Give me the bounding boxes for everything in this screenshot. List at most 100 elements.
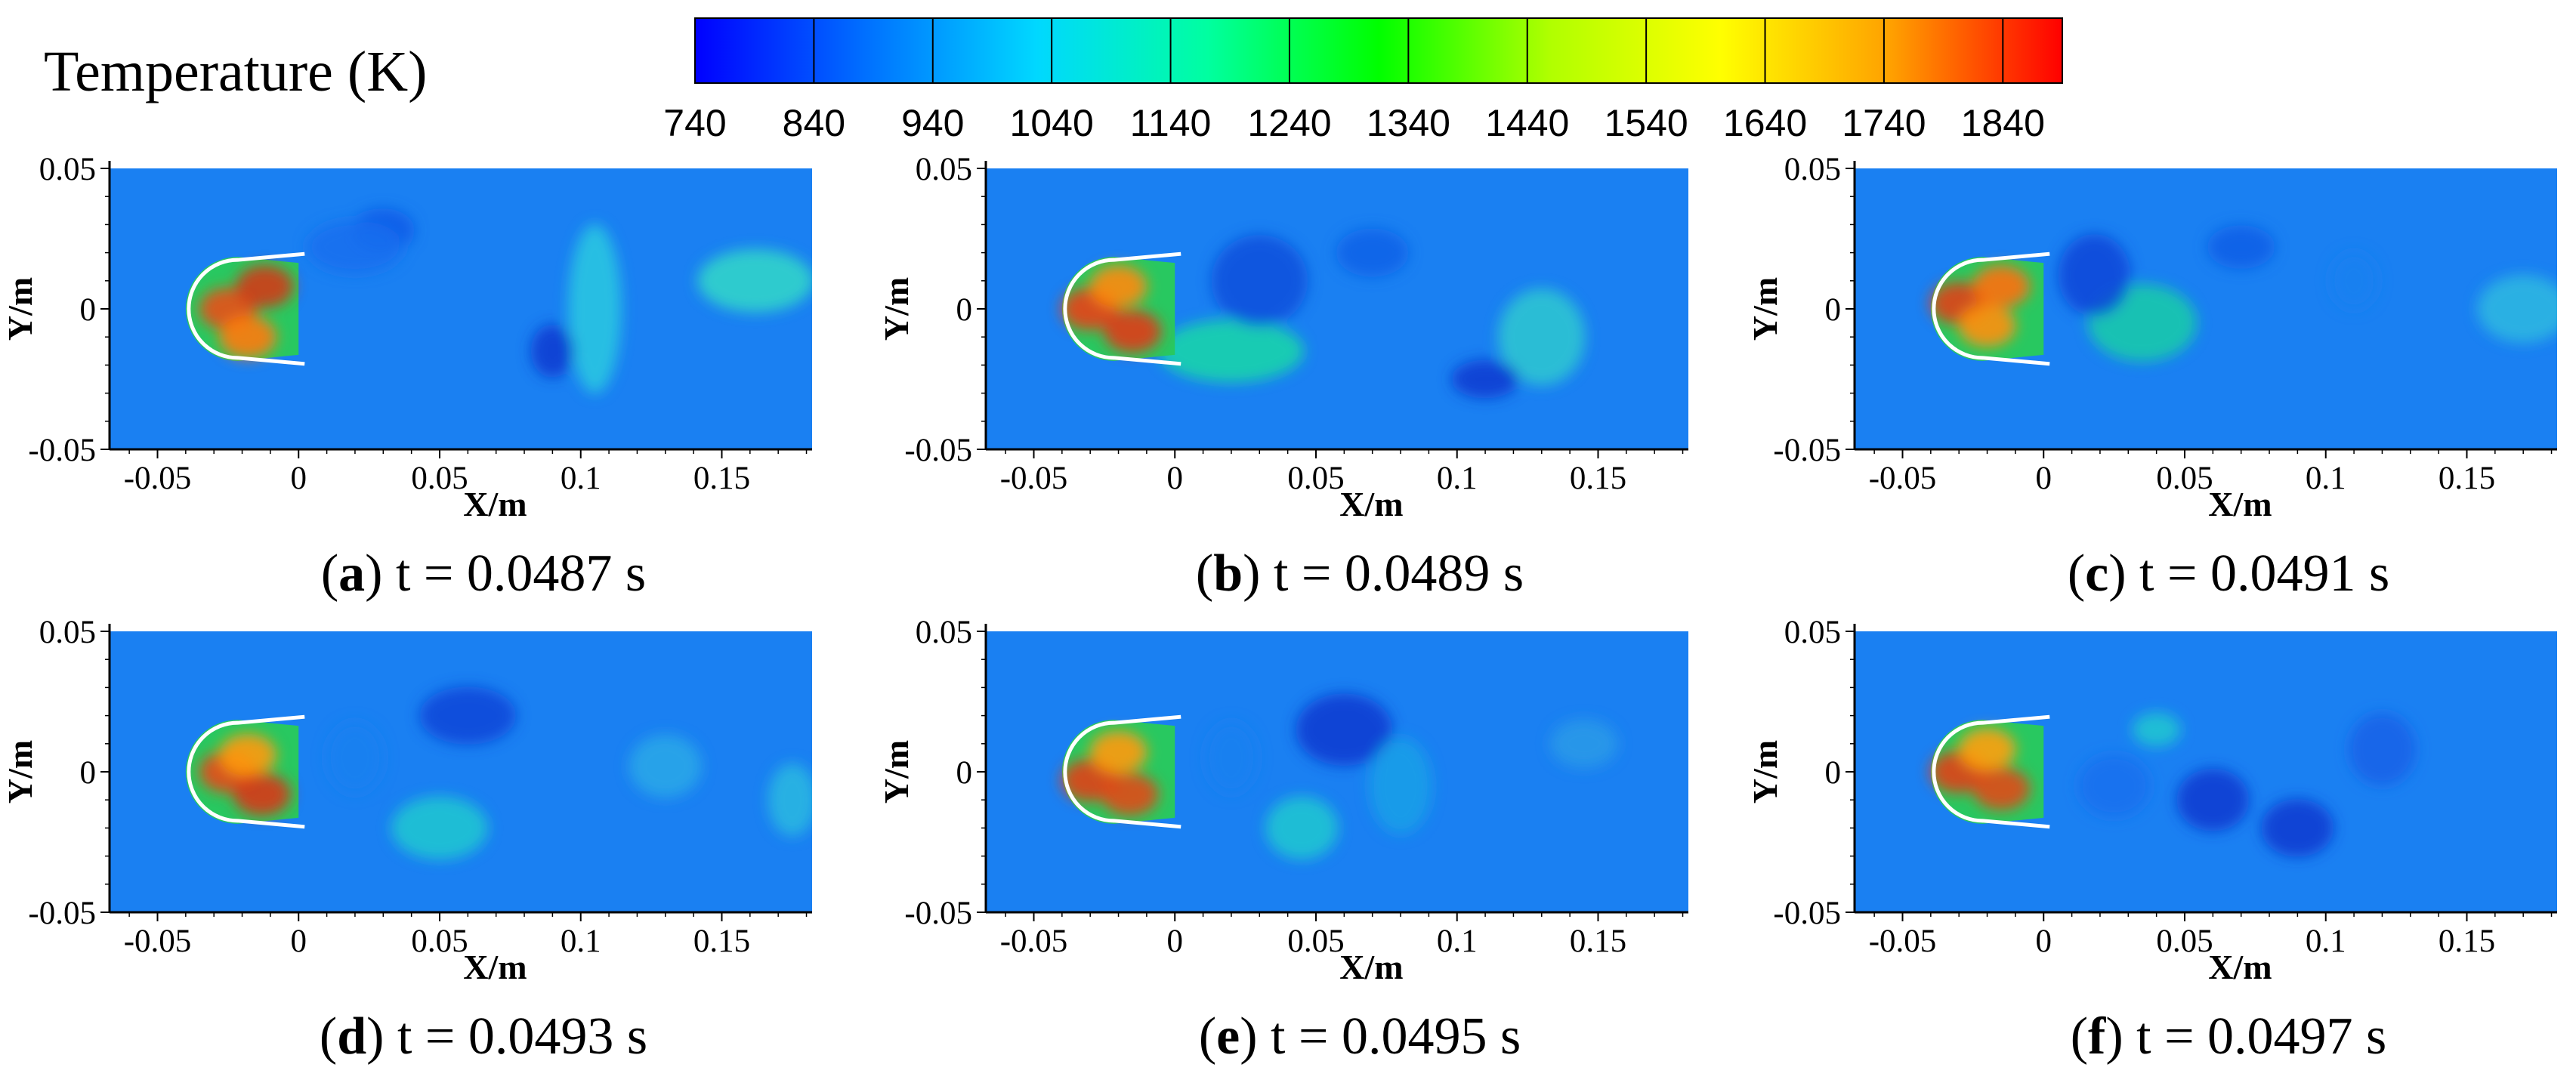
- colorbar-tick-label: 840: [783, 102, 845, 144]
- x-tick-label: 0: [2035, 461, 2052, 496]
- wake-structure: [2058, 233, 2131, 316]
- wake-structure: [2176, 768, 2250, 831]
- temperature-contour-panel-f: -0.05 0 0.05 0.1 0.15X/m0.050-0.05Y/m: [1746, 615, 2557, 986]
- temperature-contour-panel-a: -0.05 0 0.05 0.1 0.15X/m0.050-0.05Y/m: [1, 152, 812, 523]
- hot-spot: [219, 316, 277, 359]
- y-tick-label: 0.05: [916, 615, 972, 650]
- x-tick-label: 0: [1166, 924, 1183, 959]
- y-axis-title: Y/m: [877, 740, 916, 804]
- panel-label: (f): [2070, 1007, 2137, 1066]
- bluff-body-outline: [1063, 251, 1181, 366]
- colorbar-gradient: [694, 17, 2063, 84]
- x-tick-label: 0.15: [1570, 461, 1626, 496]
- x-tick-label: -0.05: [1000, 461, 1068, 496]
- y-tick-label: -0.05: [28, 433, 96, 468]
- y-tick-label: 0.05: [39, 152, 96, 187]
- temperature-contour-panel-e: -0.05 0 0.05 0.1 0.15X/m0.050-0.05Y/m: [877, 615, 1688, 986]
- colorbar-tick-label: 1440: [1485, 102, 1569, 144]
- x-axis-title: X/m: [2208, 948, 2272, 986]
- x-tick-label: 0: [2035, 924, 2052, 959]
- x-tick-label: 0.15: [1570, 924, 1626, 959]
- bluff-body-outline: [187, 251, 305, 366]
- x-tick-label: 0: [290, 461, 307, 496]
- y-tick-label: 0.05: [1784, 615, 1841, 650]
- wake-structure: [326, 721, 385, 794]
- y-tick-label: -0.05: [1773, 896, 1841, 931]
- hot-spot: [1089, 730, 1147, 773]
- x-tick-label: 0.05: [1287, 461, 1344, 496]
- y-tick-label: 0.05: [39, 615, 96, 650]
- hot-spot: [1089, 265, 1147, 308]
- y-axis-title: Y/m: [1746, 740, 1784, 804]
- hot-spot: [219, 733, 277, 776]
- wake-structure: [1369, 737, 1432, 834]
- temperature-contour-panel-b: -0.05 0 0.05 0.1 0.15X/m0.050-0.05Y/m: [877, 152, 1688, 523]
- y-tick-label: 0: [80, 755, 97, 791]
- x-tick-label: 0.05: [411, 924, 468, 959]
- wake-structure: [306, 220, 403, 274]
- wake-structure: [2207, 225, 2275, 269]
- colorbar-tick-label: 1140: [1130, 102, 1212, 144]
- y-tick-label: 0.05: [1784, 152, 1841, 187]
- y-tick-label: -0.05: [904, 433, 972, 468]
- y-axis-title: Y/m: [877, 277, 916, 341]
- bluff-body-outline: [1932, 251, 2050, 366]
- x-tick-label: 0.05: [411, 461, 468, 496]
- y-tick-label: -0.05: [904, 896, 972, 931]
- panel-time: t = 0.0491 s: [2139, 544, 2390, 603]
- x-tick-label: 0.1: [561, 924, 601, 959]
- wake-structure: [419, 686, 517, 745]
- panel-time: t = 0.0497 s: [2136, 1007, 2387, 1066]
- x-tick-label: 0.05: [2156, 461, 2213, 496]
- wake-structure: [1550, 719, 1618, 768]
- x-tick-label: 0.1: [1437, 924, 1478, 959]
- colorbar-tick-label: 1840: [1961, 102, 2045, 144]
- hot-spot: [233, 773, 291, 816]
- x-tick-label: -0.05: [1869, 461, 1937, 496]
- panel-time: t = 0.0487 s: [395, 544, 647, 603]
- x-axis-title: X/m: [463, 485, 527, 523]
- panel-caption-a: (a) t = 0.0487 s: [181, 544, 786, 604]
- legend-title: Temperature (K): [44, 40, 428, 103]
- wake-structure: [697, 249, 812, 313]
- wake-structure: [1296, 693, 1393, 767]
- wake-structure: [2132, 712, 2181, 747]
- x-tick-label: 0: [290, 924, 307, 959]
- panel-time: t = 0.0495 s: [1271, 1007, 1521, 1066]
- colorbar-tick-label: 1240: [1247, 102, 1331, 144]
- panel-label: (d): [319, 1007, 397, 1066]
- x-tick-label: 0: [1166, 461, 1183, 496]
- panel-label: (b): [1195, 544, 1274, 603]
- bluff-body-outline: [187, 714, 305, 829]
- panel-time: t = 0.0493 s: [397, 1007, 648, 1066]
- wake-structure: [1451, 359, 1519, 399]
- wake-structure: [2077, 754, 2151, 818]
- panel-caption-f: (f) t = 0.0497 s: [1926, 1007, 2531, 1067]
- colorbar-tick-label: 1740: [1842, 102, 1926, 144]
- temperature-contour-panel-c: -0.05 0 0.05 0.1 0.15X/m0.050-0.05Y/m: [1746, 152, 2557, 523]
- hot-spot: [1958, 728, 2016, 771]
- hot-spot: [1972, 265, 2031, 308]
- panel-time: t = 0.0489 s: [1273, 544, 1524, 603]
- colorbar-tick-label: 1540: [1605, 102, 1688, 144]
- bluff-body-outline: [1932, 714, 2050, 829]
- panel-label: (c): [2067, 544, 2140, 603]
- panel-caption-b: (b) t = 0.0489 s: [1058, 544, 1662, 604]
- x-tick-label: 0.15: [2439, 461, 2495, 496]
- x-tick-label: 0.1: [561, 461, 601, 496]
- y-axis-title: Y/m: [1, 740, 39, 804]
- x-axis-title: X/m: [1339, 948, 1403, 986]
- bluff-body-outline: [1063, 714, 1181, 829]
- y-tick-label: 0: [1825, 755, 1842, 791]
- wake-structure: [1211, 235, 1308, 327]
- y-tick-label: 0: [80, 292, 97, 328]
- y-axis-title: Y/m: [1746, 277, 1784, 341]
- wake-structure: [568, 224, 622, 393]
- x-tick-label: 0.1: [2306, 924, 2346, 959]
- hot-spot: [1104, 310, 1162, 353]
- colorbar-tick-label: 1040: [1010, 102, 1094, 144]
- wake-structure: [629, 734, 702, 798]
- colorbar-tick-label: 1640: [1723, 102, 1807, 144]
- wake-structure: [1204, 721, 1259, 794]
- wake-structure: [1158, 319, 1304, 383]
